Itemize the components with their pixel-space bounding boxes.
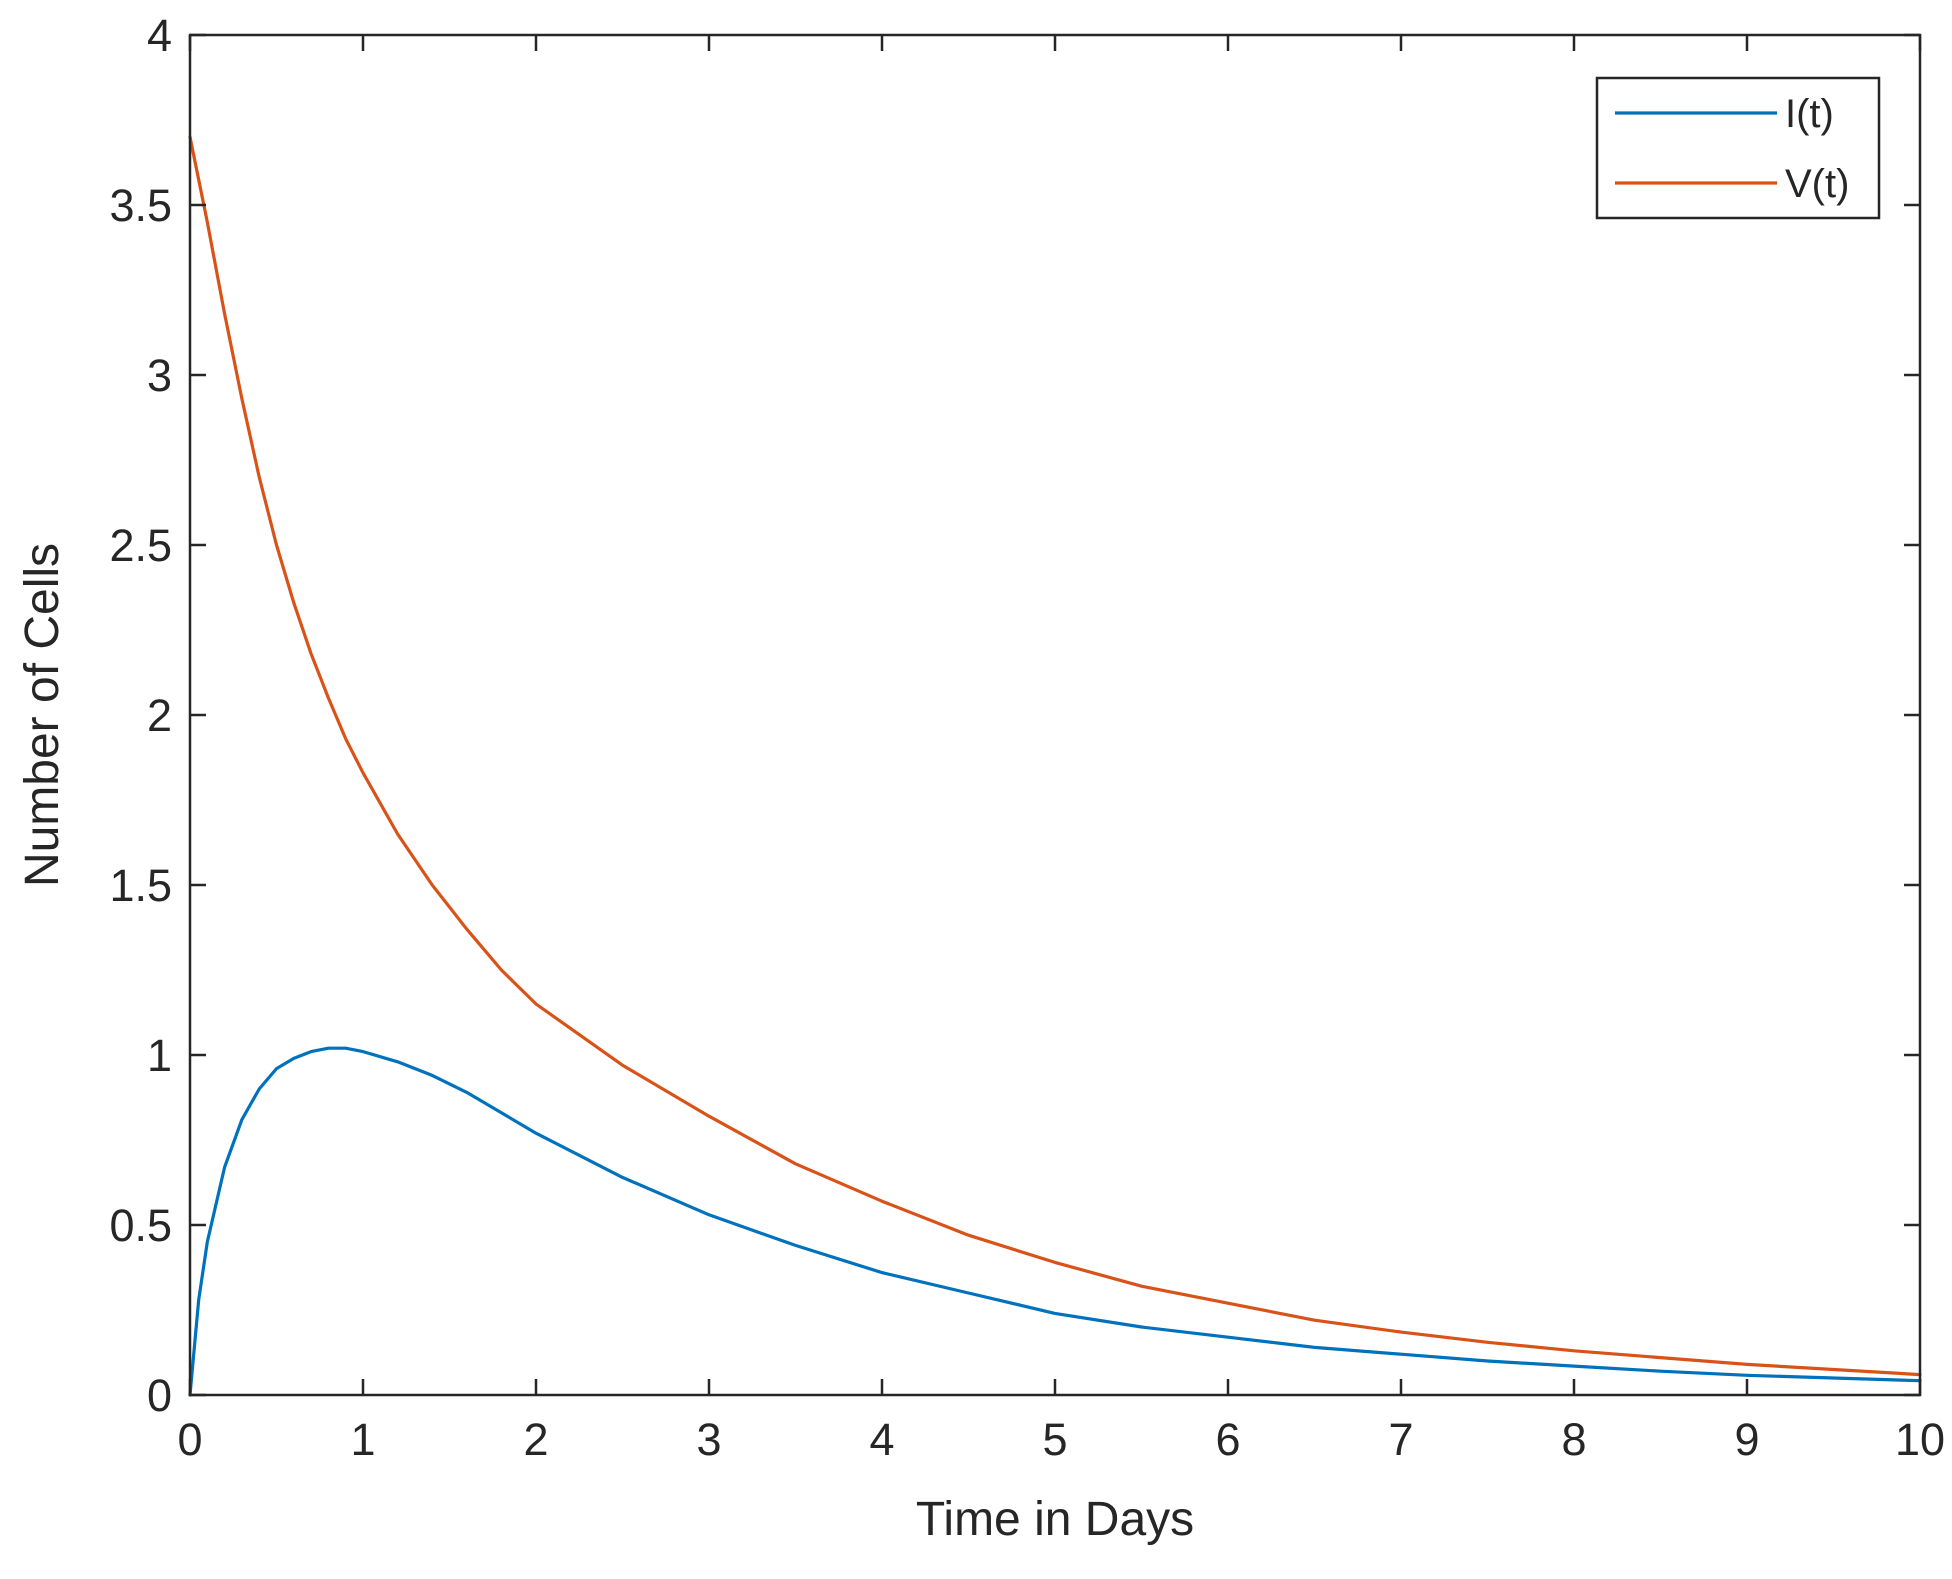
y-tick-label: 2 (147, 690, 172, 741)
y-tick-label: 0 (147, 1370, 172, 1421)
y-tick-label: 1 (147, 1030, 172, 1081)
x-tick-label: 8 (1561, 1414, 1586, 1465)
legend: I(t) V(t) (1595, 76, 1881, 220)
x-tick-label: 7 (1388, 1414, 1413, 1465)
x-tick-label: 2 (523, 1414, 548, 1465)
series-line-v (188, 135, 1922, 1377)
x-tick-label: 10 (1895, 1414, 1945, 1465)
ticks-layer (188, 33, 1922, 1397)
y-tick-label: 3.5 (109, 180, 172, 231)
x-tick-label: 0 (177, 1414, 202, 1465)
x-tick-label: 4 (869, 1414, 894, 1465)
series-line-i (188, 1046, 1922, 1397)
tick-labels-layer: 0 1 2 3 4 5 6 7 8 9 10 0 0.5 1 1.5 2 2.5 3 3.5 4 (109, 10, 1945, 1465)
y-tick-label: 3 (147, 350, 172, 401)
y-axis-label: Number of Cells (16, 543, 69, 887)
x-axis-label: Time in Days (916, 1493, 1194, 1546)
x-tick-label: 3 (696, 1414, 721, 1465)
x-tick-label: 1 (350, 1414, 375, 1465)
x-tick-label: 6 (1215, 1414, 1240, 1465)
series-layer (188, 135, 1922, 1397)
plot-area (190, 35, 1920, 1395)
y-tick-label: 1.5 (109, 860, 172, 911)
x-tick-label: 9 (1734, 1414, 1759, 1465)
x-tick-label: 5 (1042, 1414, 1067, 1465)
legend-box (1595, 76, 1881, 220)
y-tick-label: 0.5 (109, 1200, 172, 1251)
y-tick-label: 2.5 (109, 520, 172, 571)
y-tick-label: 4 (147, 10, 172, 61)
legend-label-v: V(t) (1785, 162, 1849, 206)
legend-label-i: I(t) (1785, 92, 1834, 136)
